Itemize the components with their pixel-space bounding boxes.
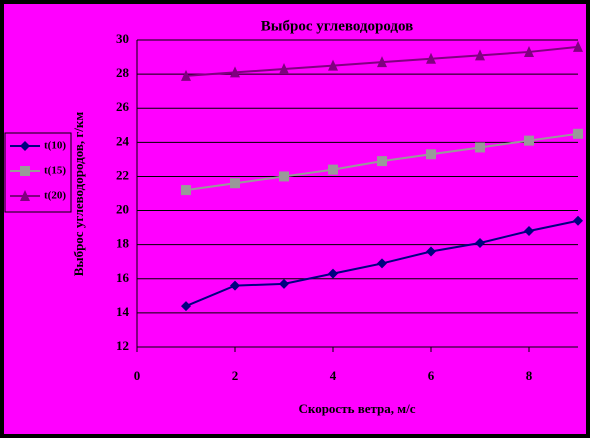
y-tick-label: 28 [116, 65, 130, 80]
data-point [328, 268, 338, 279]
y-tick-label: 16 [116, 270, 130, 285]
data-point [328, 164, 338, 175]
data-point [475, 49, 485, 61]
data-point [279, 171, 289, 182]
y-tick-label: 18 [116, 236, 130, 251]
legend-marker [20, 141, 30, 151]
data-point [230, 280, 240, 291]
legend-label: t(20) [44, 190, 66, 202]
y-axis-label: Выброс углеводородов, г/км [71, 112, 86, 277]
data-point [181, 69, 191, 81]
legend-label: t(10) [44, 140, 66, 152]
data-point [230, 178, 240, 189]
data-point [573, 128, 583, 139]
data-point [524, 226, 534, 237]
data-point [475, 142, 485, 153]
y-tick-label: 30 [116, 31, 129, 46]
y-tick-label: 24 [116, 133, 130, 148]
data-point [475, 237, 485, 248]
data-point [426, 149, 436, 160]
y-tick-label: 14 [116, 304, 130, 319]
y-tick-label: 20 [116, 202, 129, 217]
legend-label: t(15) [44, 165, 66, 177]
chart-title: Выброс углеводородов [261, 18, 413, 34]
y-tick-label: 22 [116, 167, 129, 182]
legend-marker [20, 190, 30, 201]
data-point [426, 52, 436, 64]
x-tick-label: 8 [526, 368, 533, 383]
data-point [279, 62, 289, 74]
y-tick-label: 26 [116, 99, 130, 114]
data-point [181, 301, 191, 312]
x-tick-label: 0 [134, 368, 141, 383]
legend-marker [20, 166, 30, 176]
y-tick-label: 12 [116, 338, 129, 353]
x-tick-label: 6 [428, 368, 435, 383]
data-point [573, 40, 583, 52]
data-point [230, 66, 240, 78]
data-point [573, 215, 583, 226]
data-point [279, 278, 289, 289]
data-point [524, 45, 534, 57]
data-point [181, 185, 191, 196]
x-tick-label: 2 [232, 368, 239, 383]
data-point [377, 258, 387, 269]
x-tick-label: 4 [330, 368, 337, 383]
data-point [426, 246, 436, 257]
x-axis-label: Скорость ветра, м/с [298, 401, 415, 416]
data-point [524, 135, 534, 146]
data-point [377, 56, 387, 68]
legend-box [4, 132, 72, 213]
data-point [377, 156, 387, 167]
data-point [328, 59, 338, 71]
